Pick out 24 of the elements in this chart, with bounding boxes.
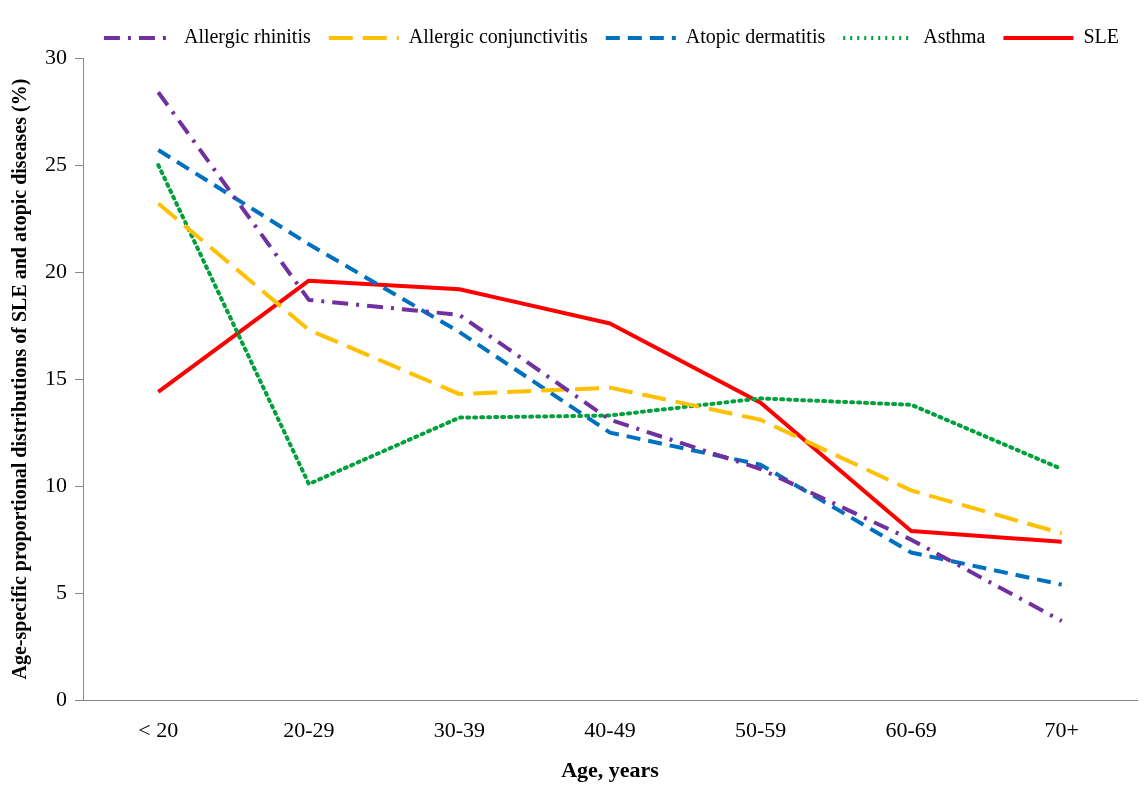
y-tick-label: 30 <box>45 43 67 69</box>
line-series <box>156 201 1064 536</box>
y-tick-label: 5 <box>56 578 67 604</box>
y-tick-label: 0 <box>56 685 67 711</box>
x-axis-title: Age, years <box>561 757 660 783</box>
x-tick-label: 70+ <box>1044 717 1079 743</box>
y-tick-label: 10 <box>45 471 67 497</box>
y-tick-label: 20 <box>45 257 67 283</box>
line-series <box>156 148 1064 587</box>
legend-label: Allergic rhinitis <box>183 25 311 49</box>
y-axis-title: Age-specific proportional distributions of SLE and atopic diseases (%) <box>8 78 32 680</box>
x-tick-label: 20-29 <box>283 717 335 743</box>
legend-label: Asthma <box>923 25 986 48</box>
y-tick-label: 25 <box>45 150 67 176</box>
y-tick-label: 15 <box>45 364 67 390</box>
x-tick-label: 30-39 <box>433 717 486 743</box>
legend-label: Atopic dermatitis <box>685 25 826 49</box>
x-tick-label: < 20 <box>138 717 179 743</box>
legend-label: SLE <box>1083 25 1120 48</box>
line-series <box>156 90 1064 623</box>
x-tick-label: 60-69 <box>885 717 937 743</box>
x-tick-label: 40-49 <box>584 717 636 743</box>
x-tick-label: 50-59 <box>734 717 787 743</box>
legend-label: Allergic conjunctivitis <box>408 25 589 49</box>
